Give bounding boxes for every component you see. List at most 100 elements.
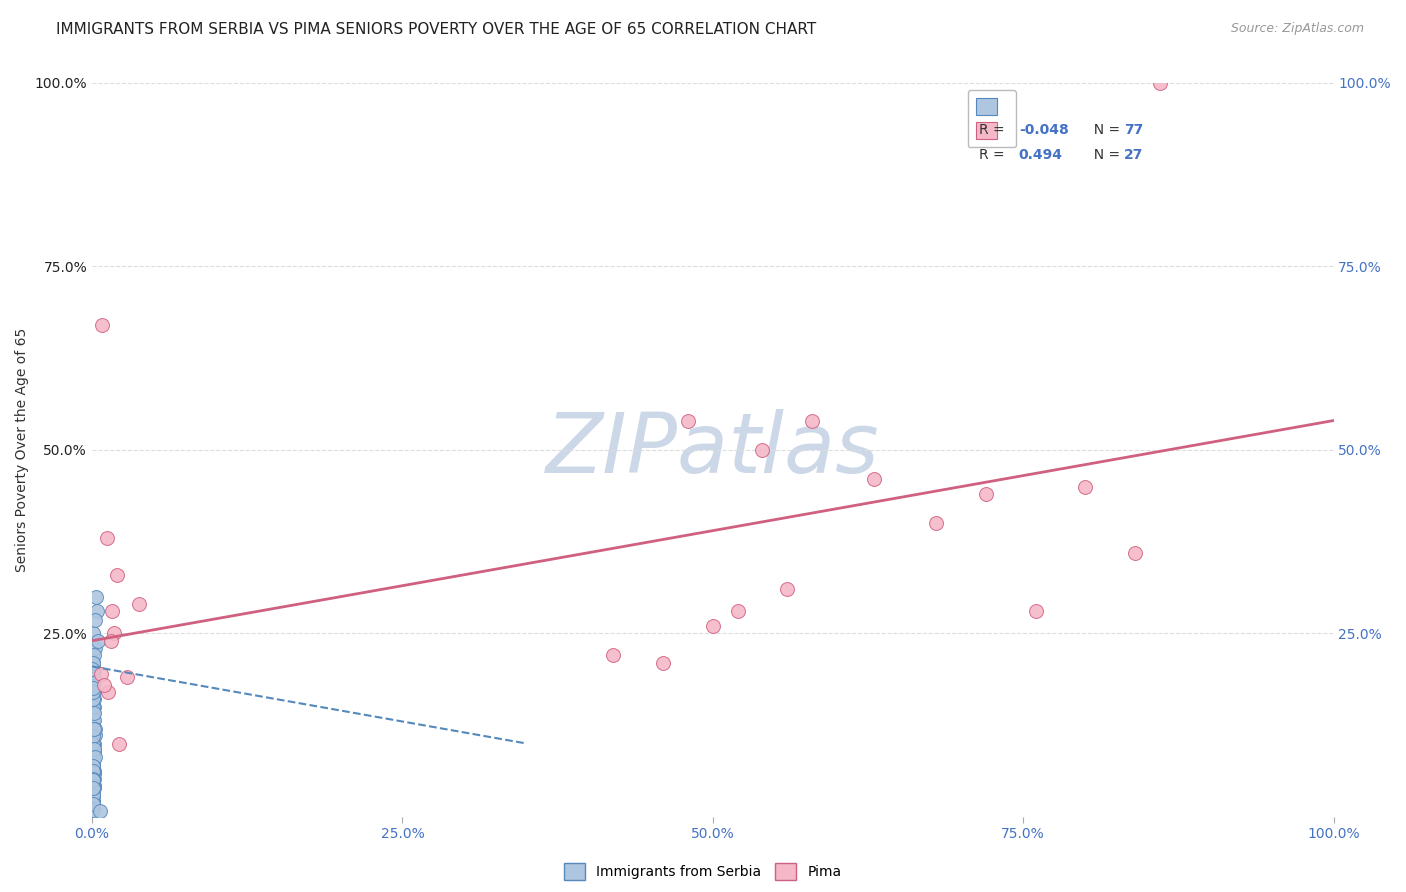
Point xyxy=(82,772,104,786)
Point xyxy=(82,737,104,751)
Point xyxy=(83,744,105,758)
Point xyxy=(83,764,105,779)
Point xyxy=(115,670,138,684)
Point xyxy=(91,318,114,333)
Point xyxy=(82,751,104,765)
Text: R =: R = xyxy=(980,148,1014,162)
Point xyxy=(82,656,104,670)
Point xyxy=(83,663,105,677)
Point xyxy=(82,788,104,802)
Point xyxy=(82,751,104,765)
Point xyxy=(83,780,105,795)
Point xyxy=(96,531,118,545)
Point xyxy=(90,666,112,681)
Point xyxy=(83,685,105,699)
Point xyxy=(863,472,886,486)
Point xyxy=(83,722,105,736)
Point xyxy=(82,758,104,772)
Point xyxy=(128,597,150,611)
Point xyxy=(82,679,104,693)
Legend: , : , xyxy=(967,90,1017,147)
Point xyxy=(602,648,624,663)
Point xyxy=(83,674,105,689)
Point xyxy=(82,758,104,772)
Point xyxy=(82,685,104,699)
Point xyxy=(82,744,104,758)
Point xyxy=(83,706,105,720)
Point xyxy=(82,764,104,779)
Point xyxy=(82,751,104,765)
Text: Source: ZipAtlas.com: Source: ZipAtlas.com xyxy=(1230,22,1364,36)
Point xyxy=(751,442,773,457)
Point xyxy=(82,737,104,751)
Point xyxy=(103,626,125,640)
Point xyxy=(83,692,105,706)
Point xyxy=(82,797,104,811)
Point xyxy=(82,772,104,786)
Point xyxy=(82,779,104,793)
Text: N =: N = xyxy=(1085,148,1125,162)
Point xyxy=(1074,480,1097,494)
Point xyxy=(82,803,104,817)
Point xyxy=(83,765,105,780)
Point xyxy=(82,656,104,670)
Point xyxy=(84,590,107,604)
Point xyxy=(83,663,105,677)
Point xyxy=(83,672,105,686)
Point xyxy=(82,794,104,808)
Point xyxy=(83,772,105,786)
Point xyxy=(83,749,105,764)
Point xyxy=(82,764,104,779)
Legend: Immigrants from Serbia, Pima: Immigrants from Serbia, Pima xyxy=(560,857,846,885)
Point xyxy=(702,619,724,633)
Point xyxy=(1149,76,1171,90)
Point xyxy=(83,742,105,756)
Point xyxy=(82,758,104,772)
Point xyxy=(83,699,105,714)
Point xyxy=(974,487,997,501)
Point xyxy=(82,662,104,676)
Text: R =: R = xyxy=(980,123,1010,137)
Point xyxy=(108,737,131,751)
Point xyxy=(89,804,111,818)
Text: N =: N = xyxy=(1085,123,1125,137)
Point xyxy=(82,723,104,738)
Point xyxy=(82,626,104,640)
Point xyxy=(82,699,104,714)
Point xyxy=(82,788,104,802)
Point xyxy=(93,678,115,692)
Point xyxy=(83,737,105,751)
Point xyxy=(82,780,104,795)
Text: IMMIGRANTS FROM SERBIA VS PIMA SENIORS POVERTY OVER THE AGE OF 65 CORRELATION CH: IMMIGRANTS FROM SERBIA VS PIMA SENIORS P… xyxy=(56,22,817,37)
Point xyxy=(82,672,104,686)
Point xyxy=(84,641,107,656)
Text: 27: 27 xyxy=(1125,148,1143,162)
Point xyxy=(801,413,824,427)
Point xyxy=(101,604,124,618)
Point xyxy=(676,413,699,427)
Point xyxy=(87,633,110,648)
Point xyxy=(100,633,122,648)
Point xyxy=(82,773,104,788)
Point xyxy=(97,685,120,699)
Point xyxy=(105,567,128,582)
Point xyxy=(925,516,948,531)
Point xyxy=(82,780,104,795)
Point xyxy=(82,773,104,788)
Point xyxy=(83,765,105,780)
Point xyxy=(82,681,104,696)
Point xyxy=(80,648,103,663)
Point xyxy=(82,713,104,727)
Point xyxy=(82,707,104,722)
Point xyxy=(83,728,105,742)
Point xyxy=(776,582,799,597)
Point xyxy=(83,742,105,756)
Point xyxy=(82,758,104,772)
Point xyxy=(84,722,107,736)
Point xyxy=(82,788,104,802)
Point xyxy=(83,779,105,793)
Point xyxy=(83,713,105,727)
Point xyxy=(86,604,108,618)
Point xyxy=(82,773,104,788)
Point xyxy=(652,656,675,670)
